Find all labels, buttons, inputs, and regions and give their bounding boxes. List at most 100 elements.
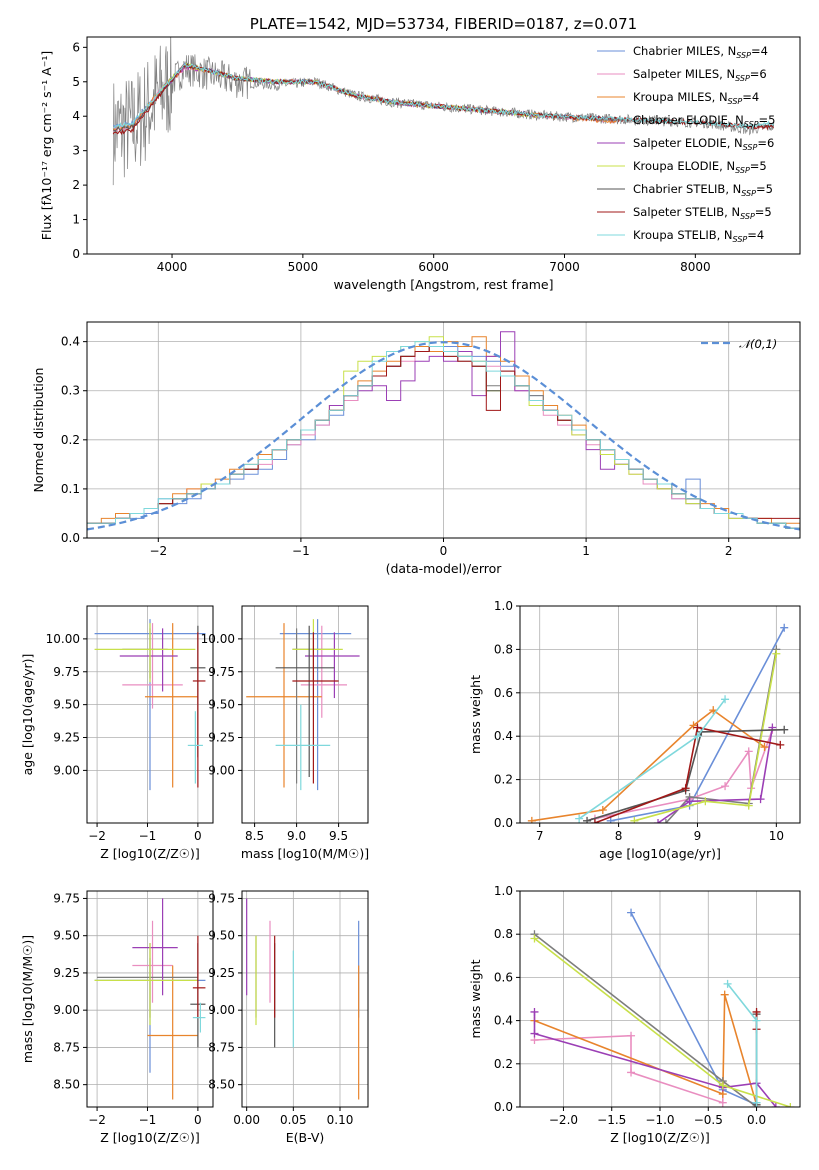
- age-vs-mass-xtick-label: 8.5: [245, 829, 264, 843]
- mass-weight-marker: [530, 1029, 539, 1038]
- age-vs-mass-plot-area: [246, 619, 360, 791]
- mass-weight-marker: [627, 1031, 636, 1040]
- mass-weight-vs-age-axes: [516, 605, 800, 827]
- mass-weight-marker: [681, 784, 690, 793]
- mass-vs-z-ytick-label: 9.25: [53, 966, 80, 980]
- mass-weight-marker: [744, 801, 753, 810]
- mass-weight-marker: [693, 723, 702, 732]
- mass-weight-vs-z-xtick-label: −0.5: [694, 1113, 723, 1127]
- mass-vs-z-ytick-label: 9.50: [53, 929, 80, 943]
- spectrum-title: PLATE=1542, MJD=53734, FIBERID=0187, z=0…: [250, 15, 637, 33]
- mass-weight-line: [534, 994, 758, 1106]
- spectrum-axes: [83, 46, 696, 258]
- age-vs-z-ytick-label: 9.75: [53, 665, 80, 679]
- mass-weight-marker: [721, 782, 730, 791]
- residuals-xtick-label: 2: [725, 544, 733, 558]
- spectrum-legend-label: Salpeter ELODIE, NSSP=6: [633, 136, 774, 152]
- mass-weight-line: [594, 726, 781, 823]
- mass-weight-vs-z-frame: [519, 890, 801, 1108]
- spectrum-ylabel: Flux [fλ10⁻¹⁷ erg cm⁻² s⁻¹ A⁻¹]: [39, 51, 54, 240]
- mass-weight-marker: [744, 747, 753, 756]
- spectrum-xlabel: wavelength [Angstrom, rest frame]: [333, 277, 553, 292]
- mass-weight-vs-z-ylabel: mass weight: [468, 959, 483, 1038]
- mass-weight-marker: [590, 819, 599, 823]
- mass-weight-vs-age-ytick-label: 0.0: [494, 816, 513, 830]
- mass-weight-vs-age-ytick-label: 0.4: [494, 729, 513, 743]
- mass-weight-marker: [772, 649, 781, 658]
- mass-weight-marker: [527, 816, 536, 823]
- mass-weight-marker: [606, 816, 615, 823]
- mass-weight-vs-age-xtick-label: 7: [536, 829, 544, 843]
- mass-vs-ebv-xtick-label: 0.10: [327, 1113, 354, 1127]
- mass-vs-ebv-ytick-label: 9.50: [208, 929, 235, 943]
- mass-weight-marker: [685, 797, 694, 806]
- mass-weight-marker: [760, 743, 769, 752]
- spectrum-frame: [86, 36, 801, 255]
- mass-weight-marker: [583, 816, 592, 823]
- mass-vs-ebv-axes: [238, 891, 368, 1111]
- spectrum-legend-label: Kroupa STELIB, NSSP=4: [633, 228, 764, 244]
- age-vs-mass-xtick-label: 9.5: [329, 829, 348, 843]
- mass-weight-line: [594, 729, 774, 820]
- spectrum-legend-label: Chabrier STELIB, NSSP=5: [633, 182, 773, 198]
- mass-weight-vs-z-xtick-label: 0.0: [747, 1113, 766, 1127]
- residual-histogram-step: [87, 341, 800, 529]
- mass-weight-marker: [530, 1007, 539, 1016]
- mass-weight-vs-age-plot-area: [527, 623, 789, 823]
- mass-weight-line: [586, 728, 785, 822]
- mass-weight-line: [657, 727, 774, 823]
- residuals-ylabel: Normed distribution: [31, 368, 46, 493]
- spectrum-legend-label: Kroupa ELODIE, NSSP=5: [633, 159, 767, 175]
- age-vs-mass-xtick-label: 9.0: [287, 829, 306, 843]
- mass-weight-marker: [756, 795, 765, 804]
- mass-weight-vs-z-xtick-label: −2.0: [549, 1113, 578, 1127]
- mass-weight-vs-z-axes: [516, 890, 800, 1111]
- mass-vs-ebv-ytick-label: 9.75: [208, 891, 235, 905]
- mass-weight-marker: [780, 725, 789, 734]
- mass-weight-marker: [720, 990, 729, 999]
- spectrum-ytick-label: 1: [72, 213, 80, 227]
- mass-vs-ebv-ytick-label: 8.75: [208, 1040, 235, 1054]
- spectrum-model-line: [112, 63, 774, 130]
- mass-weight-marker: [630, 816, 639, 823]
- mass-weight-vs-age-xtick-label: 8: [615, 829, 623, 843]
- age-vs-z-xtick-label: −2: [88, 829, 106, 843]
- spectrum-xtick-label: 5000: [288, 260, 319, 274]
- spectrum-ytick-label: 2: [72, 178, 80, 192]
- mass-weight-vs-z-ytick-label: 0.2: [494, 1057, 513, 1071]
- mass-weight-marker: [752, 1016, 761, 1025]
- residuals-xlabel: (data-model)/error: [386, 561, 503, 576]
- mass-weight-vs-age-xtick-label: 10: [769, 829, 784, 843]
- mass-weight-marker: [752, 1098, 761, 1107]
- age-vs-mass-ytick-label: 10.00: [201, 632, 235, 646]
- mass-weight-marker: [718, 1098, 727, 1107]
- mass-weight-marker: [598, 805, 607, 814]
- spectrum-legend-label: Salpeter STELIB, NSSP=5: [633, 205, 772, 221]
- mass-vs-z-axes: [83, 891, 213, 1111]
- mass-weight-vs-z-ytick-label: 0.6: [494, 970, 513, 984]
- mass-vs-ebv-ytick-label: 9.25: [208, 966, 235, 980]
- spectrum-ytick-label: 5: [72, 75, 80, 89]
- spectrum-xtick-label: 6000: [418, 260, 449, 274]
- residuals-plot-area: [87, 331, 800, 531]
- residuals-axes: [83, 322, 800, 542]
- mass-weight-marker: [709, 706, 718, 715]
- mass-weight-vs-age-ytick-label: 0.6: [494, 686, 513, 700]
- mass-vs-ebv-xtick-label: 0.00: [233, 1113, 260, 1127]
- mass-weight-marker: [786, 1103, 795, 1107]
- spectrum-legend-label: Chabrier ELODIE, NSSP=5: [633, 113, 775, 129]
- mass-weight-marker: [718, 1081, 727, 1090]
- age-vs-z-xtick-label: 0: [194, 829, 202, 843]
- mass-weight-marker: [776, 740, 785, 749]
- mass-weight-vs-z-ytick-label: 1.0: [494, 884, 513, 898]
- mass-weight-marker: [771, 1103, 780, 1107]
- age-vs-z-ytick-label: 9.50: [53, 698, 80, 712]
- mass-vs-z-plot-area: [94, 898, 206, 1100]
- age-vs-z-xtick-label: −1: [139, 829, 157, 843]
- residuals-frame: [86, 321, 801, 539]
- age-vs-z-ytick-label: 9.00: [53, 763, 80, 777]
- spectrum-plot-area: [112, 37, 775, 186]
- mass-vs-z-frame: [86, 890, 214, 1108]
- mass-weight-marker: [654, 819, 663, 823]
